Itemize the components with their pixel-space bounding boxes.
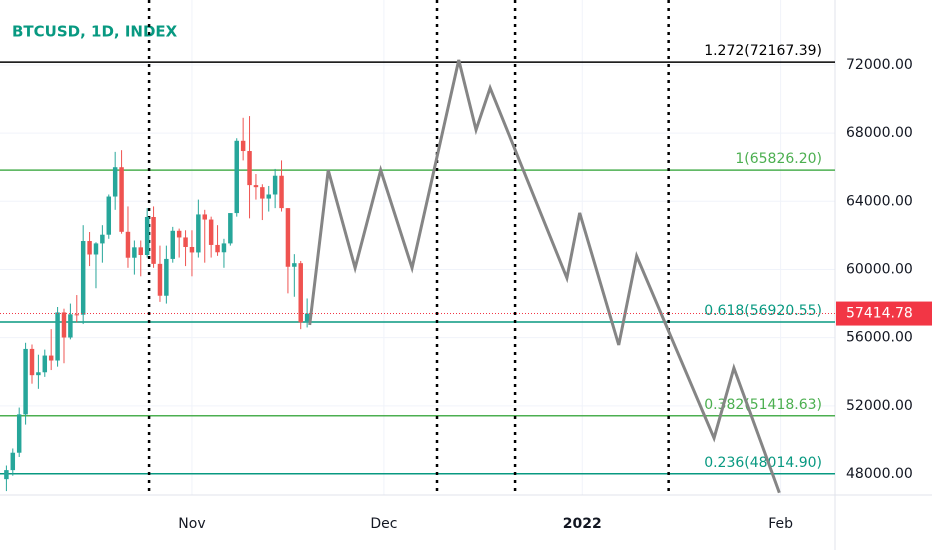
fib-label: 0.382(51418.63) [704,397,822,413]
y-tick-label: 68000.00 [846,125,913,141]
candle-body [260,187,265,199]
candle-body [253,185,259,188]
candle-body [157,263,163,296]
candle-body [93,243,99,255]
fib-label: 0.236(48014.90) [704,455,822,471]
fib-label: 1(65826.20) [735,151,822,167]
candle-body [100,234,105,244]
x-tick-label: Dec [370,516,397,532]
candle-body [298,263,303,323]
candle-body [74,314,80,316]
candle-body [23,348,28,415]
candle-body [61,312,67,338]
candle-body [215,244,220,253]
candle-body [170,230,175,259]
candle-body [138,247,144,255]
candle-body [151,216,156,264]
candle-body [144,216,150,255]
candle-body [196,214,201,253]
candle-body [272,175,278,195]
y-tick-label: 52000.00 [846,398,913,414]
candle-body [202,214,207,220]
candle-body [266,194,271,199]
candle-body [4,470,9,480]
candle-body [208,219,214,245]
x-tick-label: Feb [768,516,793,532]
candle-body [48,355,54,361]
candle-body [68,314,73,338]
candle-body [279,175,284,209]
candle-body [164,258,169,296]
candle-body [234,140,239,214]
candle-body [29,348,35,376]
candle-body [112,167,118,197]
y-tick-label: 56000.00 [846,330,913,346]
projection-line [308,59,781,494]
x-tick-label: 2022 [563,516,602,532]
candle-body [106,196,112,235]
candle-body [183,237,188,247]
last-price-badge [836,301,932,326]
y-tick-label: 72000.00 [846,57,913,73]
candle-body [119,167,124,232]
candle-body [10,452,16,471]
candle-body [221,243,227,253]
candle-body [285,208,291,267]
candle-body [304,313,310,323]
candle-body [240,140,246,152]
x-tick-label: Nov [178,516,205,532]
candle-body [247,151,252,186]
y-tick-label: 64000.00 [846,193,913,209]
candle-body [228,213,233,244]
candle-body [189,246,195,253]
last-price-label: 57414.78 [846,306,913,322]
candle-body [132,247,137,258]
candle-body [292,263,297,267]
y-tick-label: 60000.00 [846,261,913,277]
fib-label: 0.618(56920.55) [704,303,822,319]
candle-body [16,414,22,453]
candle-body [176,230,182,238]
fib-label: 1.272(72167.39) [704,43,822,59]
y-tick-label: 48000.00 [846,466,913,482]
candle-body [125,231,131,258]
chart-title: BTCUSD, 1D, INDEX [12,23,178,41]
grid [0,0,835,495]
candle-body [87,241,92,255]
candle-body [42,355,48,373]
candle-body [36,372,41,376]
candle-body [80,241,86,315]
candle-body [55,312,60,361]
